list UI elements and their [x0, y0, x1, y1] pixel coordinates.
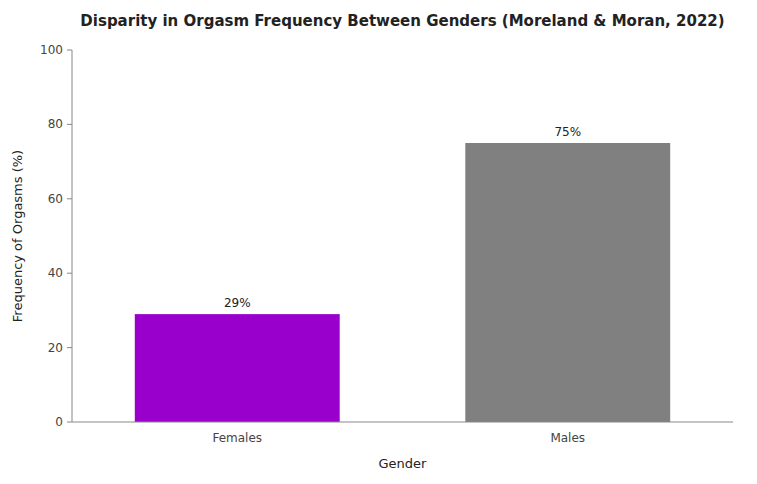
- x-tick-label: Males: [550, 431, 585, 445]
- y-tick: [67, 50, 72, 51]
- bars: [135, 143, 670, 422]
- y-tick: [67, 273, 72, 274]
- chart-container: Disparity in Orgasm Frequency Between Ge…: [0, 0, 757, 484]
- y-tick-label: 100: [40, 43, 63, 57]
- y-tick-label: 80: [48, 117, 63, 131]
- y-tick: [67, 422, 72, 423]
- data-label: 29%: [224, 296, 251, 310]
- chart-svg: Disparity in Orgasm Frequency Between Ge…: [0, 0, 757, 484]
- y-axis: 0 20 40 60 80 100: [40, 43, 72, 429]
- x-tick-label: Females: [212, 431, 262, 445]
- bar: [465, 143, 670, 422]
- x-axis: Females Males: [72, 422, 733, 445]
- x-axis-line: [72, 422, 733, 423]
- y-tick: [67, 347, 72, 348]
- data-label: 75%: [554, 125, 581, 139]
- bar: [135, 314, 340, 422]
- title: Disparity in Orgasm Frequency Between Ge…: [80, 12, 724, 30]
- y-tick: [67, 198, 72, 199]
- x-axis-label: Gender: [379, 456, 428, 471]
- y-axis-label: Frequency of Orgasms (%): [10, 150, 25, 322]
- y-tick-label: 20: [48, 341, 63, 355]
- y-tick: [67, 124, 72, 125]
- data-labels: 29% 75%: [224, 125, 581, 310]
- y-tick-label: 0: [55, 415, 63, 429]
- y-axis-line: [72, 50, 73, 422]
- y-tick-label: 60: [48, 192, 63, 206]
- y-tick-label: 40: [48, 266, 63, 280]
